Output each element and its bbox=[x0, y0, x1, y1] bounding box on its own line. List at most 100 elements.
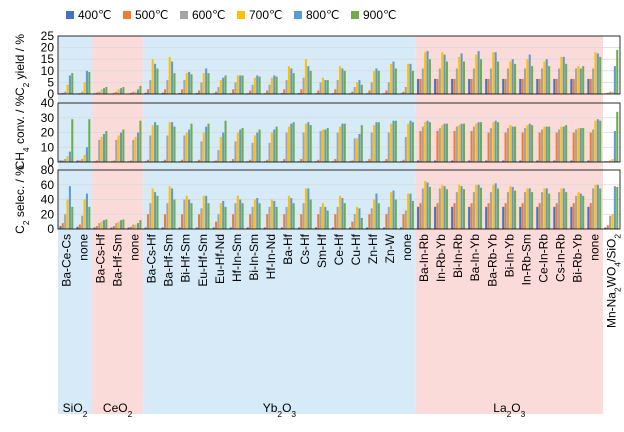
bar-0-3-11 bbox=[254, 78, 256, 94]
bar-0-5-21 bbox=[429, 59, 431, 94]
bar-2-4-8 bbox=[205, 196, 207, 229]
bar-2-3-18 bbox=[373, 200, 375, 230]
bar-0-1-15 bbox=[317, 91, 319, 94]
bar-1-1-16 bbox=[334, 159, 336, 162]
bar-2-3-25 bbox=[492, 185, 494, 229]
bar-1-2-10 bbox=[234, 141, 236, 162]
bar-1-2-29 bbox=[558, 130, 560, 162]
bar-0-4-24 bbox=[478, 51, 480, 94]
bar-0-2-30 bbox=[575, 68, 577, 94]
bar-1-4-2 bbox=[103, 134, 105, 162]
bar-2-4-4 bbox=[137, 223, 139, 229]
bar-0-5-19 bbox=[395, 68, 397, 94]
bar-1-2-26 bbox=[507, 128, 509, 162]
bar-1-2-25 bbox=[490, 128, 492, 162]
bar-2-5-5 bbox=[156, 196, 158, 229]
bar-2-5-28 bbox=[548, 194, 550, 229]
bar-2-5-25 bbox=[497, 188, 499, 229]
bar-0-5-14 bbox=[310, 71, 312, 94]
bar-2-1-31 bbox=[590, 203, 592, 229]
bar-1-5-14 bbox=[310, 125, 312, 162]
bar-2-0-22 bbox=[434, 207, 436, 229]
bar-0-5-20 bbox=[412, 71, 414, 94]
bar-2-1-29 bbox=[556, 203, 558, 229]
bar-0-5-15 bbox=[327, 80, 329, 94]
bar-2-2-24 bbox=[473, 192, 475, 229]
bar-2-0-26 bbox=[502, 207, 504, 229]
bar-0-2-9 bbox=[217, 87, 219, 94]
bar-2-3-22 bbox=[441, 185, 443, 229]
bar-0-1-26 bbox=[505, 79, 507, 94]
bar-2-3-32 bbox=[611, 214, 613, 229]
legend-label-4: 800℃ bbox=[306, 8, 340, 22]
bar-1-3-22 bbox=[441, 125, 443, 162]
bar-2-3-11 bbox=[254, 200, 256, 230]
bar-1-2-31 bbox=[592, 130, 594, 162]
bar-1-5-26 bbox=[514, 127, 516, 162]
bar-2-2-9 bbox=[217, 214, 219, 229]
bar-2-2-31 bbox=[592, 188, 594, 229]
bar-2-1-3 bbox=[113, 226, 115, 229]
bar-1-4-4 bbox=[137, 133, 139, 163]
bar-1-5-29 bbox=[565, 125, 567, 162]
bar-2-3-9 bbox=[220, 203, 222, 229]
bar-2-5-20 bbox=[412, 201, 414, 229]
bar-0-3-20 bbox=[407, 64, 409, 94]
bar-2-4-12 bbox=[273, 201, 275, 229]
bar-0-4-14 bbox=[307, 66, 309, 94]
bar-1-4-27 bbox=[529, 124, 531, 162]
bar-1-5-1 bbox=[88, 119, 90, 162]
x-category-label-24: Ba-In-Yb bbox=[468, 234, 482, 282]
bar-0-1-23 bbox=[453, 79, 455, 94]
bar-0-2-10 bbox=[234, 82, 236, 94]
bar-2-4-7 bbox=[188, 200, 190, 230]
bar-2-1-5 bbox=[147, 214, 149, 229]
bar-0-5-5 bbox=[156, 68, 158, 94]
bar-0-4-3 bbox=[120, 88, 122, 94]
x-category-label-32: Mn-Na2WO4/SiO2 bbox=[604, 234, 622, 328]
bar-1-2-19 bbox=[388, 133, 390, 163]
bar-2-2-30 bbox=[575, 196, 577, 229]
bar-2-3-28 bbox=[543, 188, 545, 229]
y-tick-label: 10 bbox=[41, 140, 55, 154]
bar-2-1-14 bbox=[300, 214, 302, 229]
bar-0-2-18 bbox=[371, 82, 373, 94]
x-category-label-10: Hf-In-Sm bbox=[230, 234, 244, 282]
bar-2-4-22 bbox=[444, 186, 446, 229]
bar-2-3-31 bbox=[594, 185, 596, 229]
bar-1-5-2 bbox=[105, 131, 107, 162]
bar-1-5-18 bbox=[378, 122, 380, 162]
bar-0-2-28 bbox=[541, 68, 543, 94]
bar-0-3-3 bbox=[118, 89, 120, 94]
bar-0-5-3 bbox=[122, 87, 124, 94]
x-category-label-2: Ba-Cs-Hf bbox=[94, 233, 108, 283]
bar-1-3-27 bbox=[526, 125, 528, 162]
bar-1-2-11 bbox=[251, 143, 253, 162]
bar-1-2-9 bbox=[217, 150, 219, 162]
bar-1-1-19 bbox=[385, 159, 387, 162]
bar-0-3-7 bbox=[186, 73, 188, 94]
bar-2-5-23 bbox=[463, 189, 465, 229]
x-category-label-31: none bbox=[587, 234, 601, 261]
bar-2-1-32 bbox=[607, 225, 609, 229]
bar-2-0-31 bbox=[587, 207, 589, 229]
bar-2-3-12 bbox=[271, 200, 273, 230]
bar-0-1-19 bbox=[385, 91, 387, 94]
bar-1-5-31 bbox=[599, 121, 601, 162]
bar-0-3-17 bbox=[356, 82, 358, 94]
bar-1-1-31 bbox=[590, 133, 592, 163]
bar-2-5-3 bbox=[122, 219, 124, 229]
bar-2-4-19 bbox=[392, 191, 394, 229]
bar-0-4-8 bbox=[205, 68, 207, 94]
bar-2-3-4 bbox=[135, 225, 137, 229]
bar-1-4-22 bbox=[444, 124, 446, 162]
bar-1-3-14 bbox=[305, 124, 307, 162]
bar-0-3-26 bbox=[509, 62, 511, 94]
bar-2-5-24 bbox=[480, 188, 482, 229]
bar-1-3-29 bbox=[560, 127, 562, 162]
x-category-label-22: In-Rb-Yb bbox=[434, 234, 448, 282]
bar-1-5-28 bbox=[548, 127, 550, 162]
bar-2-5-30 bbox=[582, 196, 584, 229]
bar-1-3-5 bbox=[152, 125, 154, 162]
x-category-label-6: Ba-Hf-Sm bbox=[162, 234, 176, 287]
